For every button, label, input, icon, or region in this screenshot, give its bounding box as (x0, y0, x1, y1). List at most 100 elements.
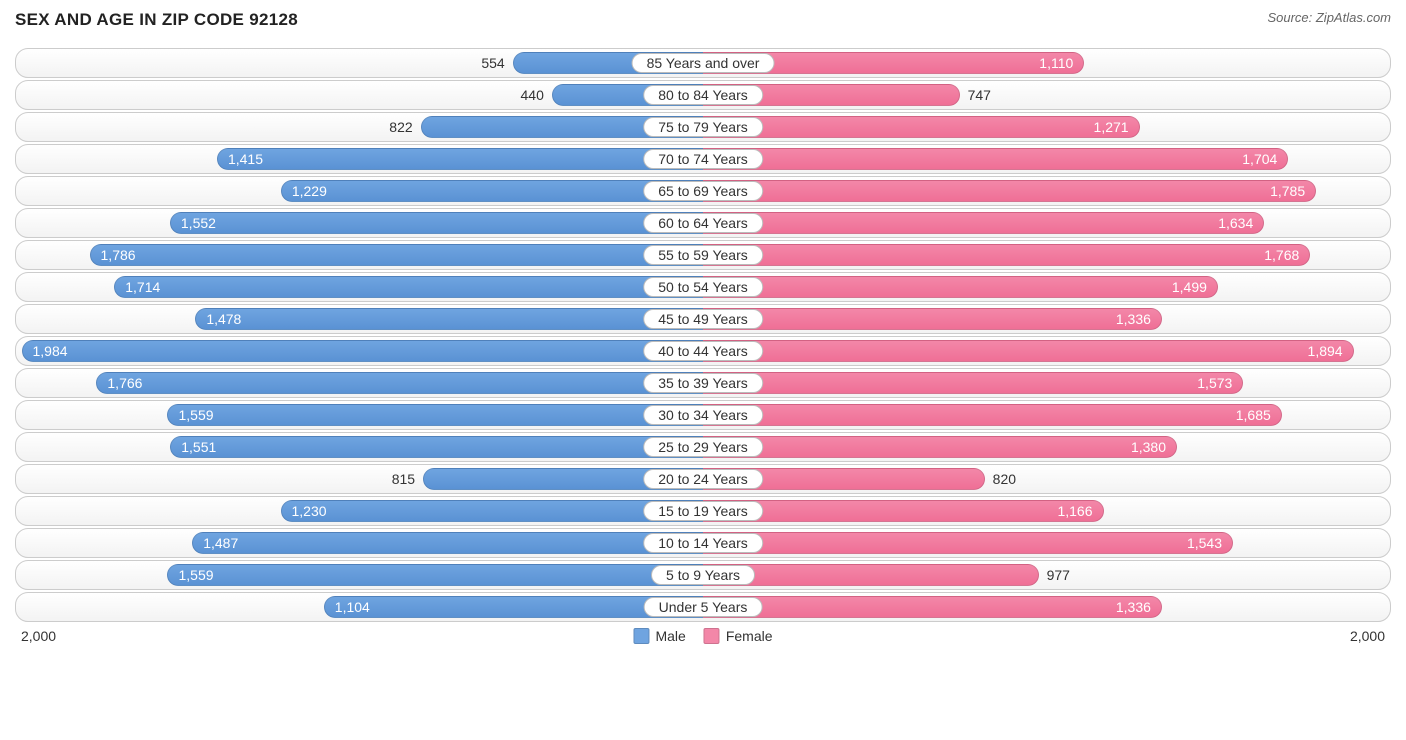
male-bar: 1,478 (195, 308, 703, 330)
male-value: 1,415 (228, 151, 263, 167)
female-value: 977 (1047, 567, 1070, 583)
pyramid-row: 822 1,271 75 to 79 Years (15, 112, 1391, 142)
age-group-label: 55 to 59 Years (643, 245, 763, 265)
male-bar: 1,786 (90, 244, 703, 266)
age-group-label: 10 to 14 Years (643, 533, 763, 553)
male-value: 1,104 (335, 599, 370, 615)
female-bar: 1,271 (703, 116, 1140, 138)
age-group-label: Under 5 Years (644, 597, 763, 617)
female-value: 1,110 (1039, 55, 1073, 71)
pyramid-row: 1,551 1,380 25 to 29 Years (15, 432, 1391, 462)
age-group-label: 25 to 29 Years (643, 437, 763, 457)
age-group-label: 15 to 19 Years (643, 501, 763, 521)
male-value: 1,552 (181, 215, 216, 231)
female-bar: 1,768 (703, 244, 1310, 266)
age-group-label: 60 to 64 Years (643, 213, 763, 233)
age-group-label: 20 to 24 Years (643, 469, 763, 489)
legend-label: Male (655, 628, 685, 644)
female-value: 820 (993, 471, 1016, 487)
pyramid-row: 1,714 1,499 50 to 54 Years (15, 272, 1391, 302)
pyramid-row: 554 1,110 85 Years and over (15, 48, 1391, 78)
female-value: 1,543 (1187, 535, 1222, 551)
female-value: 1,499 (1172, 279, 1207, 295)
male-bar: 1,551 (170, 436, 703, 458)
male-value: 1,478 (206, 311, 241, 327)
female-bar: 1,543 (703, 532, 1233, 554)
male-bar: 1,559 (167, 564, 703, 586)
male-value: 1,229 (292, 183, 327, 199)
female-value: 1,336 (1116, 311, 1151, 327)
female-bar: 1,894 (703, 340, 1354, 362)
female-value: 1,271 (1094, 119, 1129, 135)
male-bar: 1,487 (192, 532, 703, 554)
female-value: 1,336 (1116, 599, 1151, 615)
legend-item-female: Female (704, 628, 773, 644)
source-attribution: Source: ZipAtlas.com (1267, 10, 1391, 25)
female-bar: 1,634 (703, 212, 1264, 234)
population-pyramid-chart: 5541,11085 Years and over44074780 to 84 … (15, 48, 1391, 622)
female-value: 1,573 (1197, 375, 1232, 391)
pyramid-row: 1,786 1,768 55 to 59 Years (15, 240, 1391, 270)
female-bar: 1,685 (703, 404, 1282, 426)
age-group-label: 75 to 79 Years (643, 117, 763, 137)
age-group-label: 30 to 34 Years (643, 405, 763, 425)
female-swatch-icon (704, 628, 720, 644)
pyramid-row: 1,766 1,573 35 to 39 Years (15, 368, 1391, 398)
legend-item-male: Male (633, 628, 685, 644)
pyramid-row: 1,230 1,166 15 to 19 Years (15, 496, 1391, 526)
female-bar: 1,380 (703, 436, 1177, 458)
age-group-label: 65 to 69 Years (643, 181, 763, 201)
legend: Male Female (633, 628, 772, 644)
male-value: 554 (481, 55, 504, 71)
chart-title: SEX AND AGE IN ZIP CODE 92128 (15, 10, 298, 30)
male-bar: 1,229 (281, 180, 703, 202)
male-value: 815 (392, 471, 415, 487)
pyramid-row: 1,415 1,704 70 to 74 Years (15, 144, 1391, 174)
male-value: 1,559 (178, 567, 213, 583)
male-value: 1,551 (181, 439, 216, 455)
male-value: 822 (389, 119, 412, 135)
axis-max-left: 2,000 (21, 628, 56, 644)
age-group-label: 50 to 54 Years (643, 277, 763, 297)
female-value: 1,704 (1242, 151, 1277, 167)
female-bar: 1,336 (703, 596, 1162, 618)
age-group-label: 35 to 39 Years (643, 373, 763, 393)
female-bar: 1,336 (703, 308, 1162, 330)
age-group-label: 45 to 49 Years (643, 309, 763, 329)
male-value: 1,714 (125, 279, 160, 295)
male-value: 1,487 (203, 535, 238, 551)
female-value: 1,380 (1131, 439, 1166, 455)
male-bar: 1,230 (281, 500, 704, 522)
male-value: 1,984 (33, 343, 68, 359)
female-value: 747 (968, 87, 991, 103)
age-group-label: 70 to 74 Years (643, 149, 763, 169)
age-group-label: 85 Years and over (632, 53, 775, 73)
male-bar: 1,552 (170, 212, 703, 234)
legend-label: Female (726, 628, 773, 644)
pyramid-row: 1,478 1,336 45 to 49 Years (15, 304, 1391, 334)
male-value: 1,559 (178, 407, 213, 423)
pyramid-row: 1,487 1,543 10 to 14 Years (15, 528, 1391, 558)
female-bar: 1,704 (703, 148, 1288, 170)
pyramid-row: 1,984 1,894 40 to 44 Years (15, 336, 1391, 366)
age-group-label: 40 to 44 Years (643, 341, 763, 361)
pyramid-row: 44074780 to 84 Years (15, 80, 1391, 110)
female-value: 1,785 (1270, 183, 1305, 199)
female-bar: 1,785 (703, 180, 1316, 202)
male-bar: 1,559 (167, 404, 703, 426)
female-value: 1,634 (1218, 215, 1253, 231)
female-value: 1,894 (1308, 343, 1343, 359)
female-value: 1,768 (1264, 247, 1299, 263)
male-bar: 1,984 (22, 340, 704, 362)
pyramid-row: 1,559 977 5 to 9 Years (15, 560, 1391, 590)
pyramid-row: 1,104 1,336 Under 5 Years (15, 592, 1391, 622)
male-value: 1,766 (107, 375, 142, 391)
pyramid-row: 815 820 20 to 24 Years (15, 464, 1391, 494)
female-bar: 1,499 (703, 276, 1218, 298)
female-value: 1,166 (1057, 503, 1092, 519)
age-group-label: 5 to 9 Years (651, 565, 755, 585)
female-value: 1,685 (1236, 407, 1271, 423)
female-bar: 1,573 (703, 372, 1243, 394)
male-value: 440 (521, 87, 544, 103)
male-bar: 1,415 (217, 148, 703, 170)
